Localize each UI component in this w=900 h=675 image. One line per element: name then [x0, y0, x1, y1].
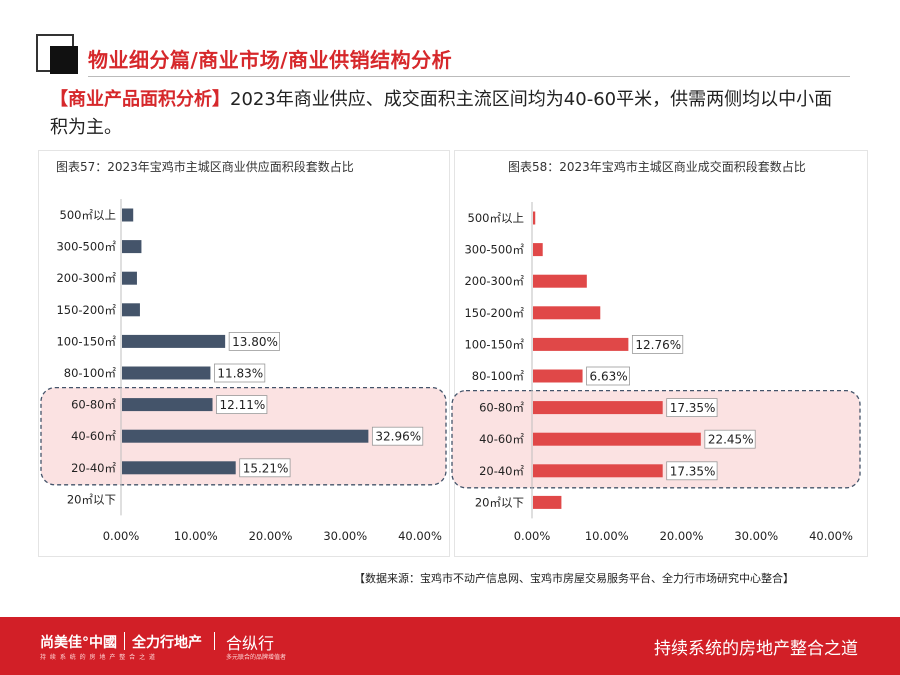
footer-brand-1-sub: 持 续 系 统 的 房 地 产 整 合 之 道	[40, 654, 156, 661]
x-tick-label: 40.00%	[398, 529, 442, 543]
category-label: 100-150㎡	[56, 334, 116, 348]
category-label: 20-40㎡	[479, 464, 524, 478]
bar	[122, 461, 236, 475]
footer-brand-3-sub: 多元联合的品牌增值者	[226, 654, 287, 661]
bar	[122, 334, 226, 348]
data-label-box	[228, 331, 280, 351]
footer-brand-3: 合纵行	[226, 634, 275, 653]
category-label: 20㎡以下	[67, 492, 116, 506]
deal-chart-title: 图表58：2023年宝鸡市主城区商业成交面积段套数占比	[508, 160, 806, 174]
x-tick-label: 0.00%	[514, 529, 551, 543]
category-label: 200-300㎡	[56, 271, 116, 285]
bar	[122, 429, 369, 443]
data-label: 32.96%	[375, 430, 421, 444]
bar	[533, 274, 587, 288]
data-label-box	[371, 426, 424, 446]
bar	[533, 243, 543, 257]
bar	[122, 208, 134, 222]
data-label-box	[666, 461, 718, 481]
bar	[122, 398, 213, 412]
footer-bar	[0, 617, 900, 675]
data-label-box	[631, 334, 684, 354]
intro-tag: 【商业产品面积分析】	[50, 89, 230, 110]
logo-fill	[50, 46, 78, 74]
data-label: 6.63%	[590, 370, 628, 384]
intro-text: 2023年商业供应、成交面积主流区间均为40-60平米，供需两侧均以中小面积为主…	[50, 89, 833, 138]
intro-paragraph: 【商业产品面积分析】2023年商业供应、成交面积主流区间均为40-60平米，供需…	[50, 86, 850, 142]
x-tick-label: 20.00%	[249, 529, 293, 543]
data-label-box	[704, 429, 756, 449]
category-label: 300-500㎡	[56, 240, 116, 254]
data-label-box	[216, 395, 268, 415]
data-label: 17.35%	[670, 401, 716, 415]
supply-chart-panel	[38, 150, 450, 557]
supply-chart-title: 图表57：2023年宝鸡市主城区商业供应面积段套数占比	[56, 160, 354, 174]
bar	[533, 337, 629, 351]
category-label: 40-60㎡	[479, 432, 524, 446]
title-divider	[88, 76, 850, 77]
bar	[533, 369, 583, 383]
x-tick-label: 30.00%	[734, 529, 778, 543]
bar	[122, 366, 211, 380]
footer-divider-2	[214, 632, 215, 650]
category-label: 40-60㎡	[71, 429, 116, 443]
bar	[533, 401, 663, 415]
bar	[533, 464, 663, 478]
footer-brand-2: 全力行地产	[132, 635, 202, 651]
category-label: 500㎡以上	[60, 208, 116, 222]
data-label: 13.80%	[232, 335, 278, 349]
data-label: 15.21%	[243, 461, 289, 475]
data-source-note: 【数据来源：宝鸡市不动产信息网、宝鸡市房屋交易服务平台、全力行市场研究中心整合】	[354, 572, 794, 585]
x-tick-label: 10.00%	[174, 529, 218, 543]
bar	[122, 303, 140, 317]
category-label: 500㎡以上	[468, 211, 524, 225]
footer-divider-1	[124, 632, 125, 650]
footer-slogan: 持续系统的房地产整合之道	[654, 639, 858, 659]
bar	[122, 240, 142, 254]
x-tick-label: 30.00%	[323, 529, 367, 543]
supply-chart: 500㎡以上 300-500㎡ 200-300㎡ 150-200㎡ 100-150㎡ 13…	[40, 199, 447, 543]
category-label: 20-40㎡	[71, 461, 116, 475]
deal-chart: 500㎡以上 300-500㎡ 200-300㎡ 150-200㎡ 100-150㎡ 12…	[451, 202, 861, 543]
category-label: 300-500㎡	[464, 243, 524, 257]
data-label-box	[239, 458, 291, 478]
x-tick-label: 10.00%	[585, 529, 629, 543]
bar	[533, 306, 601, 320]
bar	[122, 271, 137, 285]
category-label: 150-200㎡	[464, 306, 524, 320]
x-tick-label: 20.00%	[660, 529, 704, 543]
category-label: 20㎡以下	[475, 495, 524, 509]
data-label: 22.45%	[708, 433, 754, 447]
bar	[533, 495, 562, 509]
bar	[533, 211, 536, 225]
page-title: 物业细分篇/商业市场/商业供销结构分析	[88, 48, 453, 72]
data-label-box	[666, 398, 718, 418]
category-label: 60-80㎡	[479, 401, 524, 415]
data-label: 11.83%	[217, 367, 263, 381]
bar	[533, 432, 701, 446]
category-label: 100-150㎡	[464, 337, 524, 351]
x-tick-label: 0.00%	[103, 529, 140, 543]
data-label-box	[586, 366, 630, 386]
data-label: 17.35%	[670, 464, 716, 478]
footer-brand-1: 尚美佳°中國	[40, 635, 117, 651]
category-label: 150-200㎡	[56, 303, 116, 317]
category-label: 200-300㎡	[464, 274, 524, 288]
category-label: 60-80㎡	[71, 398, 116, 412]
data-label-box	[214, 363, 266, 383]
data-label: 12.76%	[635, 338, 681, 352]
data-label: 12.11%	[220, 398, 266, 412]
category-label: 80-100㎡	[64, 366, 117, 380]
category-label: 80-100㎡	[472, 369, 525, 383]
x-tick-label: 40.00%	[809, 529, 853, 543]
